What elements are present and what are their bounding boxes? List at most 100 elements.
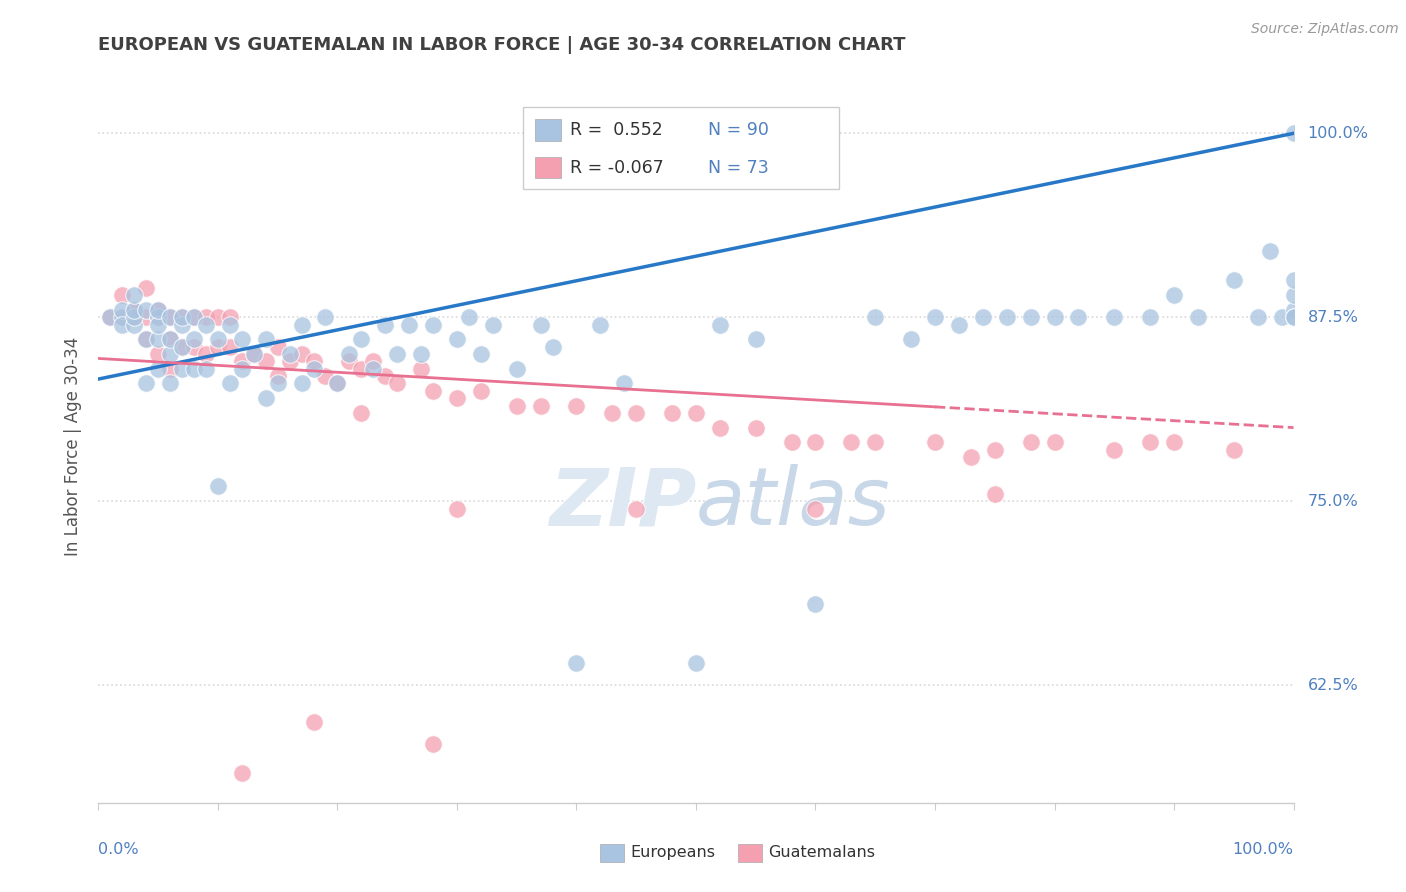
Point — [135, 376, 157, 391]
Point — [159, 347, 181, 361]
Point — [541, 340, 564, 354]
Point — [446, 391, 468, 405]
Point — [183, 361, 205, 376]
Point — [613, 376, 636, 391]
Point — [339, 354, 361, 368]
Point — [207, 479, 229, 493]
Point — [446, 332, 468, 346]
Point — [1271, 310, 1294, 325]
Point — [565, 656, 588, 670]
Point — [841, 435, 863, 450]
Point — [135, 302, 157, 317]
Point — [1223, 273, 1246, 287]
Point — [195, 361, 218, 376]
Point — [231, 354, 253, 368]
Point — [135, 310, 157, 325]
Point — [267, 376, 290, 391]
Point — [148, 318, 170, 332]
Point — [339, 347, 361, 361]
Point — [804, 501, 827, 516]
Point — [1282, 126, 1305, 140]
Point — [1019, 435, 1042, 450]
Point — [135, 281, 157, 295]
Point — [124, 310, 146, 325]
Point — [159, 361, 181, 376]
Point — [804, 435, 827, 450]
FancyBboxPatch shape — [523, 107, 839, 189]
Point — [995, 310, 1018, 325]
Point — [135, 332, 157, 346]
Point — [960, 450, 983, 464]
Point — [207, 340, 229, 354]
Point — [1282, 310, 1305, 325]
Point — [350, 361, 373, 376]
Point — [159, 376, 181, 391]
Point — [315, 369, 337, 384]
Point — [124, 318, 146, 332]
Point — [589, 318, 612, 332]
Point — [924, 310, 946, 325]
Point — [267, 369, 290, 384]
Point — [1019, 310, 1042, 325]
Point — [195, 310, 218, 325]
Point — [1043, 310, 1066, 325]
Point — [254, 354, 277, 368]
Point — [385, 347, 409, 361]
Point — [98, 310, 122, 325]
Point — [422, 384, 444, 398]
Point — [111, 310, 134, 325]
Point — [1282, 310, 1305, 325]
Point — [458, 310, 481, 325]
Point — [207, 332, 229, 346]
Point — [326, 376, 349, 391]
Point — [148, 310, 170, 325]
Point — [530, 399, 553, 413]
Point — [183, 340, 205, 354]
Text: 75.0%: 75.0% — [1308, 493, 1358, 508]
Point — [172, 361, 194, 376]
Point — [183, 310, 205, 325]
Point — [602, 406, 624, 420]
Point — [1104, 310, 1126, 325]
Point — [302, 361, 325, 376]
Point — [709, 318, 731, 332]
Point — [231, 766, 253, 780]
Point — [350, 332, 373, 346]
Point — [1282, 288, 1305, 302]
Text: EUROPEAN VS GUATEMALAN IN LABOR FORCE | AGE 30-34 CORRELATION CHART: EUROPEAN VS GUATEMALAN IN LABOR FORCE | … — [98, 36, 905, 54]
Point — [148, 302, 170, 317]
Text: Europeans: Europeans — [630, 846, 716, 860]
Point — [685, 406, 707, 420]
Point — [1043, 435, 1066, 450]
Point — [98, 310, 122, 325]
Point — [481, 318, 505, 332]
Point — [626, 501, 648, 516]
Point — [1163, 435, 1185, 450]
Point — [411, 361, 433, 376]
Point — [374, 369, 396, 384]
Point — [565, 399, 588, 413]
Text: 100.0%: 100.0% — [1233, 842, 1294, 857]
Point — [1104, 442, 1126, 457]
Point — [254, 332, 277, 346]
Point — [924, 435, 946, 450]
Text: atlas: atlas — [696, 464, 891, 542]
Text: Source: ZipAtlas.com: Source: ZipAtlas.com — [1251, 22, 1399, 37]
Point — [172, 340, 194, 354]
Point — [278, 354, 301, 368]
Point — [267, 340, 290, 354]
Point — [207, 310, 229, 325]
Point — [219, 340, 242, 354]
Point — [506, 399, 529, 413]
Text: ZIP: ZIP — [548, 464, 696, 542]
Point — [254, 391, 277, 405]
Point — [278, 347, 301, 361]
Point — [1139, 435, 1161, 450]
Point — [804, 597, 827, 611]
Point — [172, 318, 194, 332]
Point — [780, 435, 803, 450]
Point — [172, 310, 194, 325]
Point — [302, 714, 325, 729]
Point — [219, 310, 242, 325]
Point — [159, 332, 181, 346]
